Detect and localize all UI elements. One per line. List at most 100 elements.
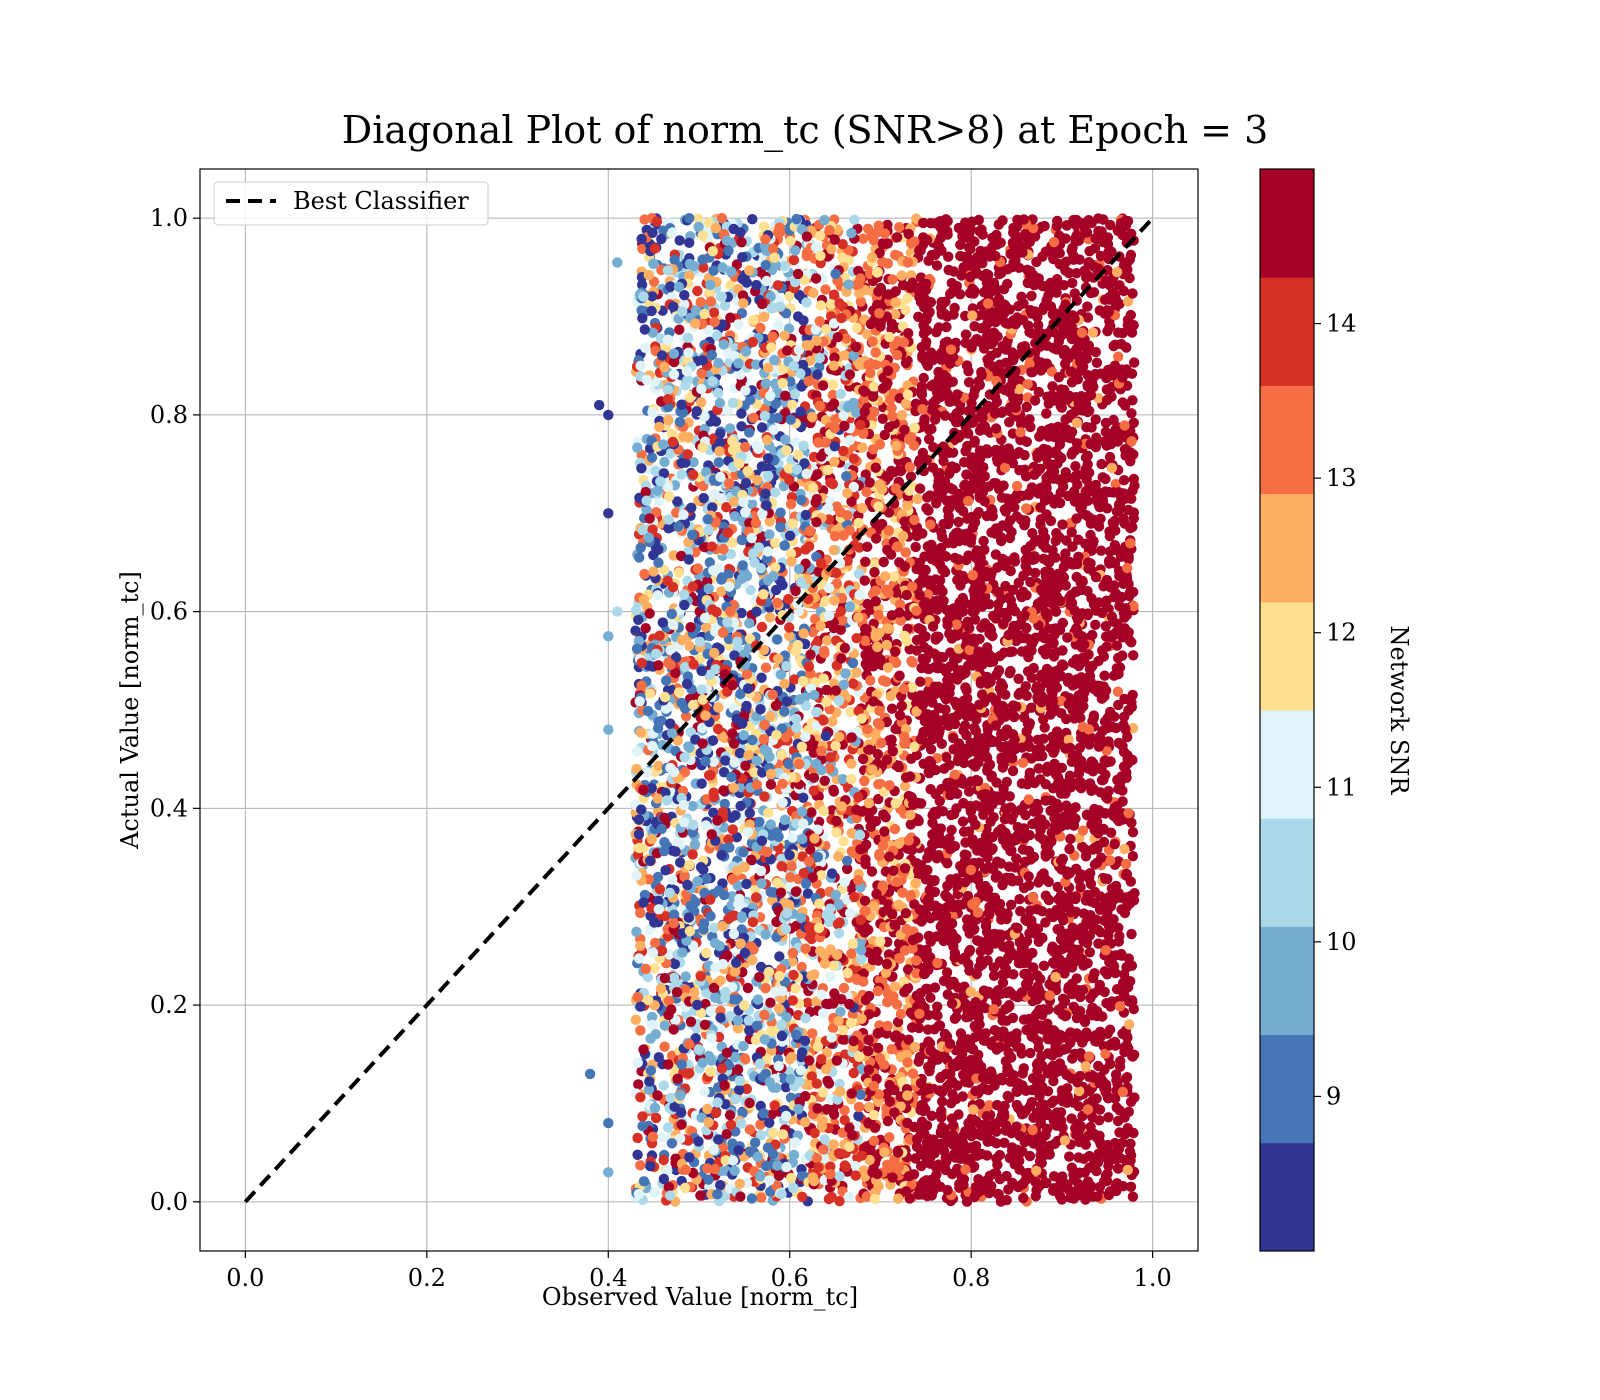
scatter-point	[888, 571, 900, 582]
scatter-point	[1033, 386, 1045, 398]
scatter-point	[1099, 670, 1110, 681]
scatter-point	[1015, 906, 1026, 917]
scatter-point	[1126, 436, 1137, 447]
scatter-point	[907, 689, 918, 701]
scatter-point	[831, 1055, 842, 1066]
scatter-point	[1125, 1138, 1136, 1149]
scatter-point	[785, 548, 797, 559]
scatter-point	[1087, 327, 1099, 338]
scatter-point	[936, 527, 947, 538]
scatter-point	[1121, 962, 1132, 973]
scatter-point	[731, 832, 742, 843]
scatter-point	[828, 1139, 839, 1150]
scatter-point	[849, 1160, 861, 1172]
scatter-point	[1090, 346, 1102, 358]
scatter-point	[663, 1122, 674, 1133]
scatter-point	[825, 971, 836, 982]
scatter-point	[786, 861, 798, 872]
scatter-point	[841, 855, 853, 866]
scatter-point	[1020, 1085, 1032, 1097]
scatter-point	[855, 296, 867, 307]
scatter-point	[1032, 1036, 1044, 1047]
scatter-point	[1060, 580, 1072, 591]
scatter-point	[928, 379, 939, 390]
scatter-point	[705, 1006, 717, 1017]
scatter-point	[765, 886, 776, 898]
scatter-point	[669, 958, 681, 970]
scatter-point	[1073, 1178, 1084, 1190]
scatter-point	[877, 256, 888, 268]
scatter-point	[1094, 1115, 1105, 1126]
scatter-point	[1117, 1028, 1128, 1040]
scatter-point	[727, 824, 738, 835]
scatter-point	[1114, 298, 1125, 310]
scatter-point	[800, 1013, 811, 1024]
scatter-point	[1114, 1127, 1125, 1138]
scatter-point	[1058, 915, 1069, 926]
scatter-point	[978, 809, 989, 820]
scatter-point	[633, 1079, 644, 1090]
scatter-point	[997, 834, 1009, 845]
scatter-point	[666, 428, 678, 440]
scatter-point	[911, 645, 922, 656]
scatter-point	[1039, 722, 1050, 733]
scatter-point	[635, 542, 646, 553]
scatter-point	[814, 352, 825, 364]
scatter-point	[1114, 1105, 1125, 1116]
scatter-point	[851, 322, 862, 334]
scatter-point	[1040, 917, 1051, 928]
scatter-point	[1038, 960, 1050, 971]
scatter-point	[1125, 538, 1136, 549]
scatter-point	[1064, 843, 1075, 855]
scatter-point	[857, 233, 869, 244]
scatter-point	[663, 995, 675, 1006]
scatter-point	[1017, 757, 1029, 768]
scatter-point	[849, 214, 860, 225]
scatter-point	[653, 1052, 664, 1063]
scatter-point	[899, 516, 910, 527]
scatter-point	[912, 493, 923, 505]
scatter-point	[917, 528, 928, 539]
scatter-point	[805, 844, 816, 855]
scatter-point	[1097, 807, 1108, 818]
scatter-point	[1064, 1151, 1075, 1162]
scatter-point	[773, 320, 784, 331]
scatter-point	[696, 684, 707, 695]
scatter-point	[1110, 478, 1121, 490]
scatter-point	[1061, 713, 1072, 725]
scatter-point	[736, 607, 747, 619]
scatter-point	[653, 495, 665, 507]
scatter-point	[925, 784, 936, 795]
scatter-point	[891, 999, 903, 1010]
scatter-point	[770, 537, 781, 549]
scatter-point	[780, 1082, 792, 1093]
scatter-point	[683, 640, 695, 651]
scatter-point	[756, 621, 768, 633]
scatter-point	[980, 863, 991, 874]
scatter-point	[890, 309, 901, 320]
scatter-point	[737, 560, 748, 571]
scatter-point	[945, 979, 956, 990]
scatter-point	[690, 547, 701, 558]
scatter-point	[909, 422, 920, 433]
scatter-point	[656, 233, 667, 245]
scatter-point	[905, 809, 916, 821]
scatter-point	[760, 662, 772, 673]
scatter-point	[867, 444, 879, 455]
scatter-point	[1066, 1113, 1077, 1124]
scatter-point	[1072, 614, 1084, 625]
scatter-point	[1118, 475, 1130, 486]
scatter-point	[900, 547, 911, 558]
scatter-point	[746, 498, 758, 510]
scatter-point	[640, 623, 651, 634]
scatter-point	[937, 1096, 948, 1107]
scatter-point	[1046, 366, 1058, 377]
scatter-point	[870, 347, 881, 358]
scatter-point	[646, 452, 658, 463]
scatter-point	[742, 982, 754, 994]
scatter-point	[916, 1160, 927, 1172]
scatter-point	[1038, 714, 1049, 725]
scatter-point	[923, 255, 934, 266]
scatter-point	[1117, 545, 1129, 557]
scatter-point	[1002, 264, 1013, 275]
